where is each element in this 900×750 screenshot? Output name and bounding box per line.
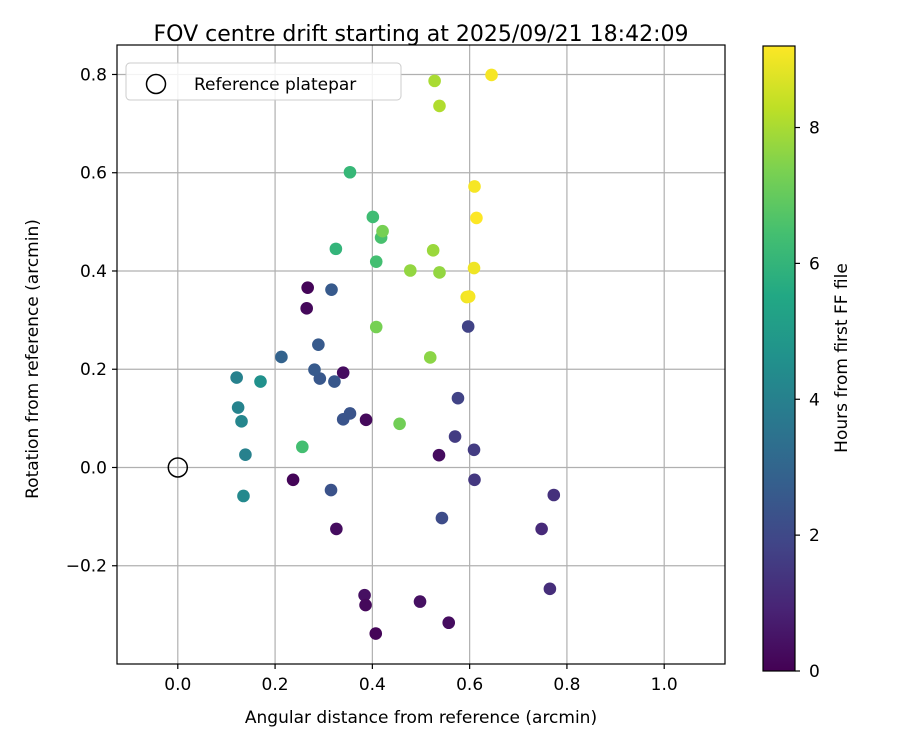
- colorbar-tick-label: 6: [809, 254, 820, 274]
- data-point: [468, 180, 481, 193]
- data-point: [366, 210, 380, 224]
- y-tick-label: 0.4: [80, 262, 107, 282]
- data-point: [369, 320, 383, 334]
- data-point: [432, 448, 446, 462]
- data-point: [230, 371, 243, 384]
- legend: Reference platepar: [125, 62, 402, 101]
- data-point: [426, 244, 440, 257]
- y-tick-label: −0.2: [66, 557, 107, 577]
- colorbar: [762, 45, 796, 672]
- data-point: [254, 375, 267, 388]
- data-point: [312, 338, 325, 351]
- x-tick-label: 0.6: [456, 675, 483, 695]
- grid-lines: [117, 45, 725, 664]
- y-tick-label: 0.6: [80, 164, 107, 184]
- legend-label: Reference platepar: [194, 75, 356, 95]
- data-point: [535, 522, 548, 536]
- data-point: [358, 588, 371, 602]
- data-point: [336, 366, 350, 379]
- data-point: [376, 224, 389, 238]
- x-tick-label: 0.2: [262, 675, 289, 695]
- data-point: [403, 264, 417, 277]
- x-tick-label: 0.4: [359, 675, 386, 695]
- data-point: [325, 283, 338, 296]
- colorbar-label: Hours from first FF file: [832, 263, 852, 453]
- data-point: [369, 255, 383, 268]
- data-point: [467, 261, 481, 275]
- colorbar-tick-label: 2: [809, 526, 820, 546]
- data-point: [470, 211, 483, 225]
- data-point: [442, 616, 456, 630]
- data-point: [433, 99, 446, 113]
- x-axis-label: Angular distance from reference (arcmin): [245, 708, 597, 728]
- data-point: [359, 413, 373, 427]
- data-point: [461, 320, 475, 333]
- data-point: [328, 375, 341, 388]
- y-tick-label: 0.2: [80, 360, 107, 380]
- data-point: [343, 407, 357, 420]
- data-point: [275, 350, 288, 364]
- data-point: [308, 363, 321, 377]
- y-axis-ticks: −0.2 0.0 0.2 0.4 0.6 0.8: [66, 65, 117, 577]
- y-axis-label: Rotation from reference (arcmin): [23, 219, 43, 499]
- x-axis-ticks: 0.0 0.2 0.4 0.6 0.8 1.0: [164, 664, 678, 695]
- data-point: [433, 266, 446, 279]
- data-point: [428, 74, 441, 88]
- colorbar-tick-label: 0: [809, 662, 820, 682]
- data-point: [467, 443, 481, 457]
- colorbar-tick-label: 4: [809, 390, 820, 410]
- data-point: [468, 473, 481, 487]
- data-point: [239, 448, 252, 462]
- colorbar-tick-label: 8: [809, 119, 820, 139]
- reference-platepar-marker: [167, 457, 189, 478]
- data-point: [451, 391, 465, 405]
- data-point: [237, 489, 250, 503]
- x-tick-label: 0.8: [553, 675, 580, 695]
- chart-title: FOV centre drift starting at 2025/09/21 …: [154, 22, 689, 47]
- data-point: [448, 430, 462, 443]
- data-point: [369, 627, 383, 640]
- data-point: [435, 511, 449, 525]
- plot-frame: [116, 44, 726, 665]
- y-tick-label: 0.0: [80, 458, 107, 478]
- x-tick-label: 1.0: [651, 675, 678, 695]
- y-tick-label: 0.8: [80, 65, 107, 85]
- data-point: [485, 68, 498, 82]
- legend-box: [125, 62, 402, 101]
- data-point: [343, 165, 357, 179]
- data-point: [330, 522, 343, 536]
- data-point: [301, 281, 314, 294]
- data-point: [462, 290, 476, 303]
- data-point: [413, 595, 427, 608]
- data-point: [296, 440, 309, 454]
- x-tick-label: 0.0: [164, 675, 191, 695]
- data-points: [230, 68, 561, 640]
- data-point: [543, 582, 557, 596]
- data-point: [300, 302, 313, 315]
- colorbar-ticks: 0 2 4 6 8: [795, 119, 820, 682]
- data-point: [324, 483, 338, 497]
- data-point: [359, 598, 372, 612]
- data-point: [231, 401, 245, 414]
- data-point: [547, 488, 561, 502]
- data-point: [235, 415, 248, 428]
- data-point: [286, 473, 300, 487]
- data-point: [423, 351, 437, 364]
- legend-marker-icon: [145, 73, 167, 95]
- data-point: [329, 242, 343, 256]
- data-point: [393, 417, 406, 431]
